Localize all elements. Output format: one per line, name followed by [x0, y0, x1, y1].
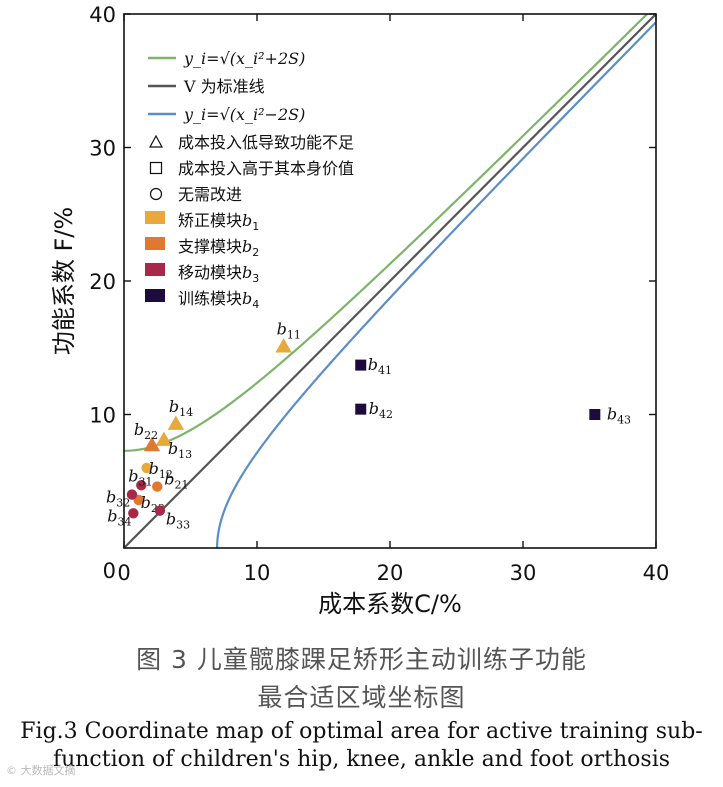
curve-upper: [124, 14, 649, 452]
legend-module-label: 移动模块b3: [178, 263, 259, 285]
legend-module-label: 矫正模块b1: [178, 211, 259, 233]
caption-en-line1: Fig.3 Coordinate map of optimal area for…: [20, 719, 703, 744]
point-b12: [141, 462, 152, 474]
point-b41: [355, 359, 367, 371]
point-label-b22: b22: [134, 420, 158, 442]
point-label-b34: b34: [107, 506, 131, 528]
legend-module-swatch: [145, 211, 165, 224]
y-origin-label: 0: [103, 559, 116, 583]
legend-curve-label: y_i=√(x_i²+2S): [183, 49, 305, 68]
point-b14: [167, 415, 185, 430]
legend-shape-label: 成本投入低导致功能不足: [178, 133, 354, 152]
point-label-b13: b13: [168, 439, 192, 461]
x-axis-title: 成本系数C/%: [318, 590, 462, 618]
y-tick-label: 10: [89, 404, 116, 428]
point-label-b41: b41: [368, 355, 392, 377]
point-b42: [355, 403, 367, 415]
watermark: © 大数据文摘: [6, 764, 76, 777]
legend-module-swatch: [145, 289, 165, 302]
legend-curve-label: V 为标准线: [183, 77, 265, 96]
caption-cn-line1: 图 3 儿童髋膝踝足矫形主动训练子功能: [136, 645, 587, 674]
y-axis-title: 功能系数 F/%: [50, 207, 78, 355]
point-b43: [589, 409, 601, 420]
point-label-b42: b42: [369, 399, 393, 421]
caption-en-line2: function of children's hip, knee, ankle …: [52, 747, 671, 772]
x-tick-label: 0: [117, 561, 130, 585]
y-tick-label: 20: [89, 270, 116, 294]
legend-module-label: 支撑模块b2: [178, 237, 259, 259]
point-label-b33: b33: [166, 510, 190, 532]
x-tick-label: 30: [510, 561, 537, 585]
point-label-b31: b31: [128, 466, 152, 488]
legend-shape-swatch: [149, 187, 163, 201]
point-label-b43: b43: [607, 405, 631, 427]
point-label-b11: b11: [277, 319, 301, 341]
point-label-b21: b21: [164, 470, 188, 492]
legend-shape-swatch: [149, 161, 163, 175]
caption-cn-line2: 最合适区域坐标图: [257, 683, 466, 712]
point-b31: [136, 480, 147, 491]
x-tick-label: 10: [244, 561, 271, 585]
point-label-b14: b14: [169, 397, 193, 419]
point-label-b32: b32: [106, 488, 130, 510]
legend-shape-swatch: [148, 134, 164, 148]
curve-lower: [216, 21, 656, 548]
legend-module-swatch: [145, 263, 165, 276]
point-b22: [143, 436, 161, 452]
y-tick-label: 30: [89, 137, 116, 161]
x-tick-label: 20: [377, 561, 404, 585]
legend-shape-label: 成本投入高于其本身价值: [178, 159, 354, 178]
point-b33: [154, 505, 166, 516]
point-b11: [275, 338, 292, 353]
curve-layer: [124, 14, 656, 548]
legend-curve-label: y_i=√(x_i²−2S): [183, 105, 305, 124]
legend-module-label: 训练模块b4: [178, 289, 259, 311]
point-b21: [152, 481, 163, 492]
legend-module-swatch: [145, 237, 165, 250]
point-b13: [155, 431, 173, 446]
curve-standard: [124, 14, 656, 548]
x-tick-label: 40: [643, 561, 670, 585]
legend-shape-label: 无需改进: [178, 185, 242, 204]
chart-svg: 0 10 20 30 40 10 20 30 40 0 成本系数C/% 功能系数 F/% y_i=√(x…: [50, 3, 670, 618]
point-b34: [128, 508, 139, 519]
point-label-b12: b12: [149, 459, 173, 481]
point-b32: [126, 489, 138, 500]
y-tick-label: 40: [89, 3, 116, 27]
